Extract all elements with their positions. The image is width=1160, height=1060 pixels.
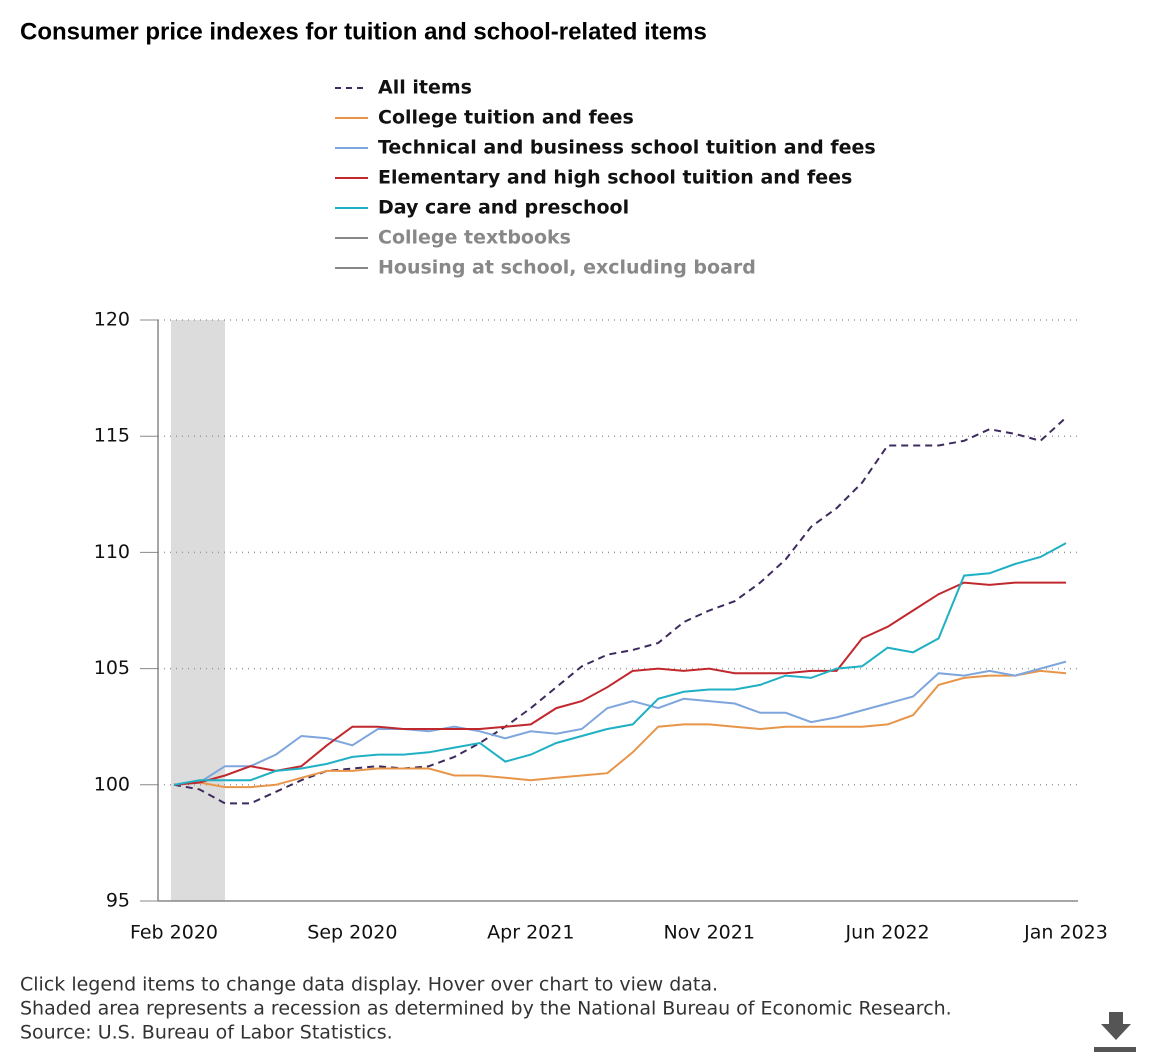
y-tick-label: 115 xyxy=(94,425,130,447)
series-line xyxy=(173,669,1067,789)
series-line xyxy=(173,542,1067,786)
y-tick-label: 120 xyxy=(94,309,130,331)
x-tick-label: Sep 2020 xyxy=(307,922,397,944)
series-line xyxy=(173,660,1067,786)
legend-label[interactable]: Elementary and high school tuition and f… xyxy=(378,167,852,189)
y-tick-label: 105 xyxy=(94,657,130,679)
series-line xyxy=(173,416,1067,805)
y-tick-label: 110 xyxy=(94,541,130,563)
x-tick-label: Jan 2023 xyxy=(1023,922,1108,944)
y-tick-label: 100 xyxy=(94,773,130,795)
x-tick-label: Jun 2022 xyxy=(845,922,930,944)
download-icon[interactable] xyxy=(1094,1012,1136,1052)
download-arrow xyxy=(1101,1024,1131,1040)
legend-label[interactable]: Day care and preschool xyxy=(378,197,629,219)
y-tick-label: 95 xyxy=(106,890,130,912)
x-tick-label: Nov 2021 xyxy=(663,922,754,944)
legend-label[interactable]: College tuition and fees xyxy=(378,107,634,129)
legend-label[interactable]: College textbooks xyxy=(378,227,571,249)
legend-label[interactable]: All items xyxy=(378,77,472,99)
recession-shade xyxy=(171,320,225,901)
x-tick-label: Apr 2021 xyxy=(487,922,574,944)
series-line xyxy=(173,581,1066,786)
footnote: Source: U.S. Bureau of Labor Statistics. xyxy=(20,1022,393,1044)
legend-label[interactable]: Technical and business school tuition an… xyxy=(378,137,876,159)
x-tick-label: Feb 2020 xyxy=(130,922,218,944)
footnote: Shaded area represents a recession as de… xyxy=(20,998,952,1020)
download-stem xyxy=(1109,1012,1123,1026)
chart-title: Consumer price indexes for tuition and s… xyxy=(20,18,707,45)
download-base xyxy=(1094,1047,1136,1052)
footnote: Click legend items to change data displa… xyxy=(20,974,718,996)
legend-label[interactable]: Housing at school, excluding board xyxy=(378,257,756,279)
